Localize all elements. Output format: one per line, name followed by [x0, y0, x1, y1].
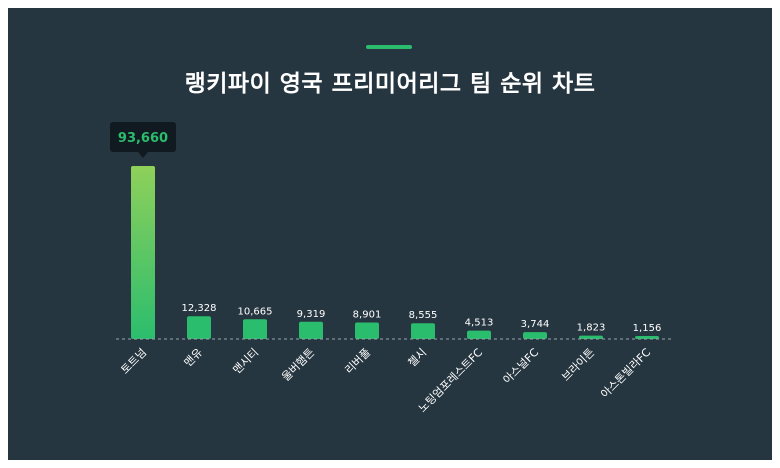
value-label-5: 8,555	[409, 310, 438, 321]
value-label-6: 4,513	[465, 318, 494, 329]
bar-4	[355, 322, 379, 339]
value-label-1: 12,328	[182, 303, 217, 314]
value-label-3: 9,319	[297, 309, 326, 320]
value-label-7: 3,744	[521, 319, 550, 330]
category-label-8: 브라이튼	[559, 346, 597, 384]
category-label-3: 울버햄튼	[279, 346, 317, 384]
chart-title: 랭키파이 영국 프리미어리그 팀 순위 차트	[184, 71, 596, 97]
value-label-2: 10,665	[238, 306, 273, 317]
tooltip-pointer	[138, 152, 148, 158]
bar-2	[243, 319, 267, 339]
bar-8	[579, 335, 603, 339]
bar-1	[187, 316, 211, 339]
category-label-4: 리버풀	[342, 346, 373, 377]
category-label-7: 아스널FC	[501, 346, 542, 387]
bar-5	[411, 323, 435, 339]
value-tooltip	[110, 122, 176, 152]
value-label-0: 93,660	[118, 131, 168, 146]
value-label-4: 8,901	[353, 310, 382, 321]
bar-7	[523, 332, 547, 339]
category-label-5: 첼시	[406, 346, 430, 370]
value-label-9: 1,156	[633, 323, 662, 334]
title-accent-bar	[366, 45, 412, 49]
bar-chart: 93,660 토트넘 12,328 맨유 10,665 맨시티 9,319 울버햄튼 8,901…	[110, 122, 674, 415]
chart-panel: 랭키파이 영국 프리미어리그 팀 순위 차트 93,660 토트넘 12,328 맨유…	[8, 8, 772, 460]
bar-3	[299, 321, 323, 339]
bar-9	[635, 336, 659, 339]
category-label-0: 토트넘	[118, 346, 149, 377]
category-label-1: 맨유	[182, 346, 206, 370]
bar-0	[131, 166, 155, 339]
value-label-8: 1,823	[577, 323, 606, 334]
category-label-2: 맨시티	[230, 346, 261, 377]
category-label-9: 아스톤빌라FC	[598, 346, 653, 401]
bar-6	[467, 330, 491, 339]
